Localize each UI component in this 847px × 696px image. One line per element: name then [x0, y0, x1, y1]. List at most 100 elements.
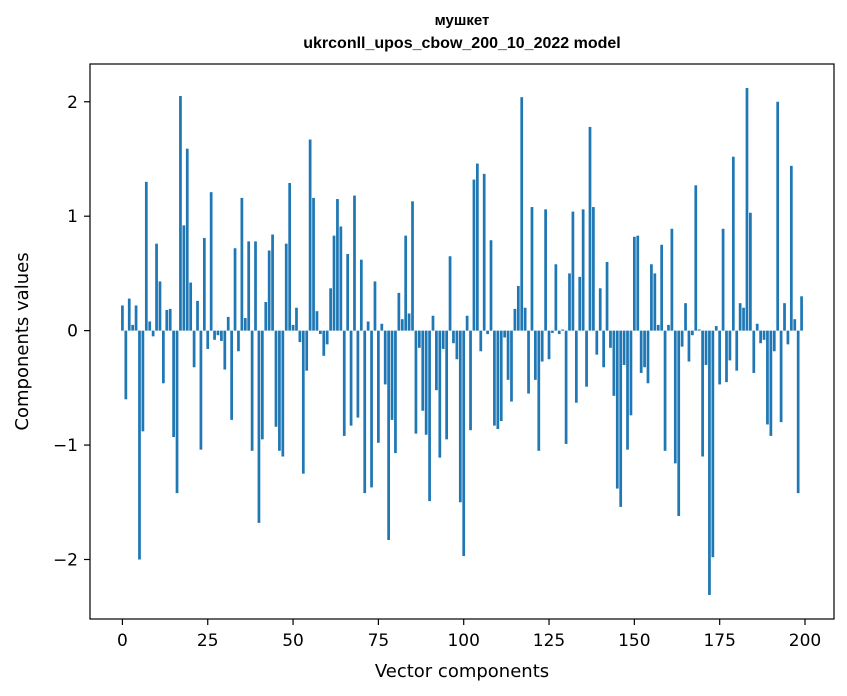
bar [278, 330, 281, 451]
bar [697, 329, 701, 331]
bar [213, 330, 216, 340]
chart-title: мушкет [434, 12, 490, 29]
bar [731, 156, 735, 331]
x-tick-label: 175 [703, 631, 735, 651]
bar [571, 211, 575, 331]
bar [342, 330, 346, 436]
bar [510, 330, 513, 402]
bar [745, 88, 749, 331]
bar [749, 212, 752, 331]
bar [445, 330, 449, 440]
bar [428, 330, 431, 502]
bar [202, 237, 206, 331]
bar [134, 305, 138, 331]
x-tick-label: 200 [789, 631, 821, 651]
bar [605, 261, 609, 331]
bar [769, 330, 773, 436]
bar [162, 330, 165, 384]
bar [325, 330, 329, 345]
bar [489, 240, 493, 331]
bar [516, 286, 520, 331]
bar [421, 330, 425, 411]
bar [779, 330, 783, 423]
bar [438, 330, 442, 458]
bar [206, 330, 210, 349]
bar [530, 207, 534, 331]
bar [435, 330, 438, 391]
bar [602, 330, 605, 368]
bar [254, 241, 257, 331]
bar [479, 330, 483, 352]
bar [121, 305, 124, 331]
bar [578, 276, 582, 331]
bar [455, 330, 459, 360]
bar [728, 330, 732, 361]
bar [506, 330, 510, 380]
bar [475, 163, 479, 331]
bar [346, 253, 350, 331]
bar [312, 197, 315, 331]
bar [656, 324, 660, 331]
bar [503, 330, 507, 338]
bar [592, 207, 595, 331]
bar [520, 97, 524, 331]
x-tick-label: 0 [117, 631, 128, 651]
bar [691, 330, 694, 336]
bar [762, 330, 766, 340]
bar [138, 330, 141, 560]
y-axis-ticks: −2 −1 0 1 2 [53, 93, 90, 570]
bar [404, 235, 408, 331]
bar [626, 330, 629, 450]
bar [380, 323, 384, 331]
bar [742, 307, 745, 331]
bar [148, 321, 152, 331]
bar [557, 330, 561, 335]
bar [615, 330, 619, 489]
bar [168, 308, 172, 331]
bar [172, 330, 175, 438]
x-axis-ticks: 0 25 50 75 100 125 150 175 200 [117, 619, 821, 651]
bar [216, 330, 220, 336]
bar [175, 330, 179, 494]
bar [752, 330, 756, 373]
bar [349, 330, 353, 426]
bar [595, 330, 599, 355]
bar [564, 330, 568, 444]
bar [407, 313, 411, 331]
bar [185, 148, 189, 331]
bar [397, 292, 401, 331]
bar [725, 330, 728, 383]
bar [431, 315, 435, 331]
bar [759, 330, 762, 344]
bar [783, 303, 786, 331]
bar [499, 330, 503, 422]
bar [383, 330, 387, 385]
bar [472, 179, 476, 331]
bar [237, 330, 240, 352]
bar [199, 330, 203, 450]
bar [411, 201, 414, 331]
bar [776, 101, 780, 331]
bar [359, 259, 363, 331]
bar [332, 235, 336, 331]
bar [124, 330, 128, 400]
bar [523, 307, 527, 331]
bar [308, 139, 312, 331]
bar [260, 330, 264, 440]
bar [189, 282, 193, 331]
bar [165, 310, 169, 331]
bar [144, 181, 148, 331]
bar [551, 330, 554, 333]
bar [151, 330, 155, 337]
bar [544, 209, 547, 331]
bar [684, 303, 687, 331]
bar [240, 197, 244, 331]
bar [319, 330, 322, 335]
x-tick-label: 100 [447, 631, 479, 651]
bar [158, 281, 162, 331]
bar [585, 330, 588, 387]
bar [568, 273, 571, 331]
y-tick-label: −2 [53, 550, 78, 570]
bar [274, 330, 278, 427]
